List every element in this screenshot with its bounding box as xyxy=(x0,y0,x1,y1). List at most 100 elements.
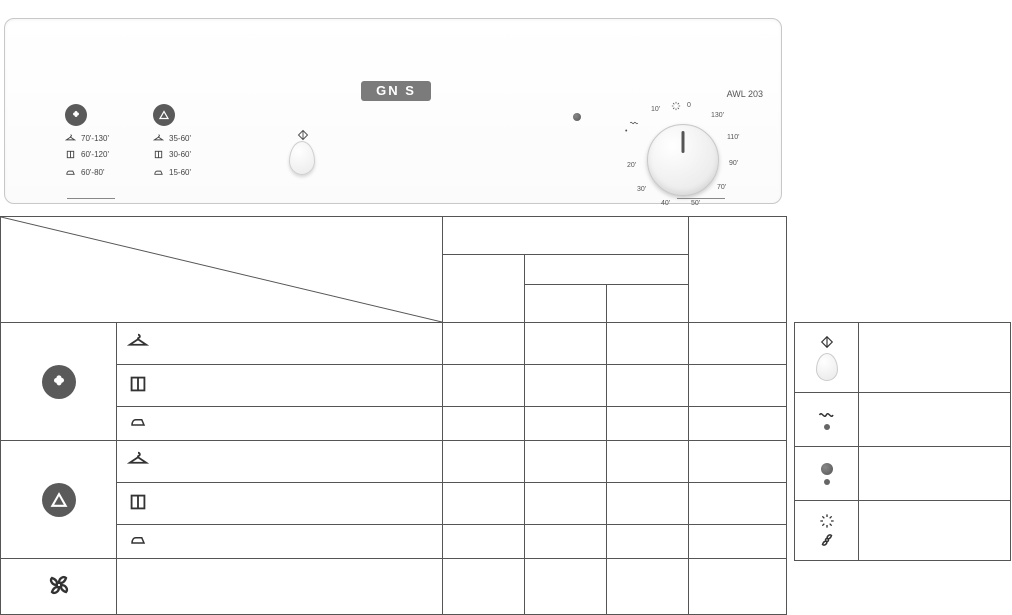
legend-icon-cell xyxy=(795,447,859,501)
cupboard-icon xyxy=(153,149,164,160)
table-cell xyxy=(525,407,607,441)
dial-tick: 70' xyxy=(717,184,726,191)
legend-time: 60'-120' xyxy=(81,150,109,159)
legend-icon-cell xyxy=(795,323,859,393)
table-cell xyxy=(525,365,607,407)
table-cell xyxy=(525,559,607,615)
legend-icon-cell xyxy=(795,393,859,447)
program-row-icon-cell xyxy=(117,483,443,525)
table-cell xyxy=(689,483,787,525)
table-cell xyxy=(607,525,689,559)
table-header xyxy=(443,255,525,323)
dial-cool-icon xyxy=(629,118,639,130)
table-cell xyxy=(689,441,787,483)
iron-icon xyxy=(127,531,149,549)
table-cell xyxy=(607,483,689,525)
program-row-icon-cell xyxy=(117,365,443,407)
table-header xyxy=(689,217,787,323)
dial-tick: 0 xyxy=(687,102,691,109)
program-table xyxy=(0,216,787,615)
iron-icon xyxy=(153,167,164,178)
table-header xyxy=(525,285,607,323)
table-cell xyxy=(525,483,607,525)
table-cell xyxy=(525,525,607,559)
hanger-icon xyxy=(153,133,164,144)
table-cell xyxy=(689,323,787,365)
dial-tick: 90' xyxy=(729,160,738,167)
start-button[interactable] xyxy=(289,141,315,175)
table-cell xyxy=(443,407,525,441)
callout-line xyxy=(677,198,725,199)
start-button-icon xyxy=(816,353,838,381)
filter-indicator-icon xyxy=(821,463,833,475)
fan-icon xyxy=(818,531,836,549)
dial-tick: 130' xyxy=(711,112,724,119)
legend-icon-cell xyxy=(795,501,859,561)
fan-icon xyxy=(45,571,73,599)
program-row-icon-cell xyxy=(117,441,443,483)
table-cell xyxy=(607,407,689,441)
cotton-mode-icon xyxy=(65,104,87,126)
program-group-icon-cell xyxy=(1,559,117,615)
program-row-icon-cell xyxy=(117,559,443,615)
table-cell xyxy=(607,559,689,615)
table-cell xyxy=(443,441,525,483)
synthetic-group-icon xyxy=(42,483,76,517)
iron-icon xyxy=(65,167,76,178)
program-row-icon-cell xyxy=(117,525,443,559)
legend-time: 15-60' xyxy=(169,168,191,177)
table-cell xyxy=(607,365,689,407)
table-cell xyxy=(607,441,689,483)
model-label: AWL 203 xyxy=(727,89,763,99)
hanger-icon xyxy=(65,133,76,144)
legend-time: 70'-130' xyxy=(81,134,109,143)
iron-icon xyxy=(127,413,149,431)
triangle-icon xyxy=(158,109,170,121)
legend-time: 35-60' xyxy=(169,134,191,143)
table-header xyxy=(525,255,689,285)
table-diagonal-header xyxy=(1,217,443,323)
cupboard-icon xyxy=(127,373,149,395)
legend-row: 70'-130' xyxy=(65,133,109,144)
table-cell xyxy=(689,525,787,559)
callout-line xyxy=(67,198,115,199)
cotton-puff-icon xyxy=(70,109,82,121)
table-cell xyxy=(689,407,787,441)
legend-row: 35-60' xyxy=(153,133,191,144)
table-cell xyxy=(443,365,525,407)
table-cell xyxy=(443,323,525,365)
legend-row: 15-60' xyxy=(153,167,191,178)
table-cell xyxy=(525,441,607,483)
timer-dial[interactable] xyxy=(647,124,719,196)
legend-text-cell xyxy=(859,447,1011,501)
table-cell xyxy=(443,525,525,559)
table-header xyxy=(443,217,689,255)
dial-airing-icon xyxy=(671,101,681,113)
dial-tick: 10' xyxy=(651,106,660,113)
table-cell xyxy=(443,559,525,615)
cool-wave-icon xyxy=(818,410,836,420)
cupboard-icon xyxy=(65,149,76,160)
dial-tick: 40' xyxy=(661,200,670,207)
legend-row: 30-60' xyxy=(153,149,191,160)
dial-tick: 30' xyxy=(637,186,646,193)
start-diamond-icon xyxy=(820,335,834,349)
indicator-dot-icon xyxy=(824,479,830,485)
timer-dial-area: • 10' 0 130' 110' 90' 70' 50' 40' 30' 20… xyxy=(613,104,753,219)
cupboard-icon xyxy=(127,491,149,513)
control-panel: GN S AWL 203 70'-130' 60'-120' xyxy=(4,18,782,204)
dial-dot-icon: • xyxy=(625,128,627,135)
hanger-icon xyxy=(127,331,149,353)
dial-tick: 110' xyxy=(727,134,740,141)
legend-text-cell xyxy=(859,323,1011,393)
table-cell xyxy=(689,365,787,407)
table-cell xyxy=(689,559,787,615)
cotton-group-icon xyxy=(42,365,76,399)
legend-text-cell xyxy=(859,501,1011,561)
legend-time: 30-60' xyxy=(169,150,191,159)
brand-badge: GN S xyxy=(361,81,431,101)
legend-text-cell xyxy=(859,393,1011,447)
program-row-icon-cell xyxy=(117,323,443,365)
airing-icon xyxy=(819,513,835,529)
program-row-icon-cell xyxy=(117,407,443,441)
